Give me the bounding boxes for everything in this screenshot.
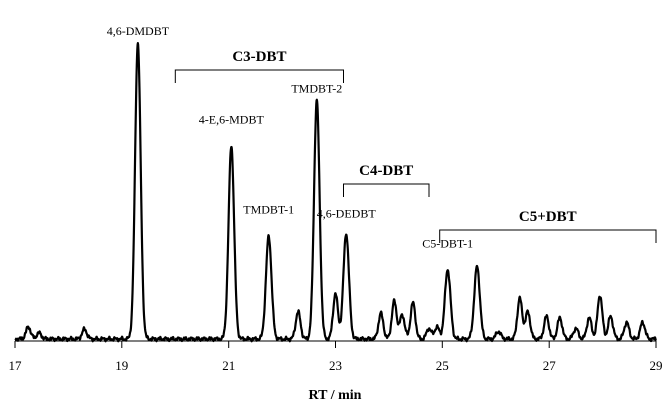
x-tick-label-17: 17 xyxy=(9,358,23,373)
peak-label-4-6-dmdbt: 4,6-DMDBT xyxy=(107,24,170,38)
x-tick-label-27: 27 xyxy=(543,358,557,373)
peak-label-c5-dbt-1: C5-DBT-1 xyxy=(422,237,473,251)
peak-labels: 4,6-DMDBT 4-E,6-MDBT TMDBT-1 TMDBT-2 4,6-DED… xyxy=(107,24,473,251)
peak-label-4-6-dedbt: 4,6-DEDBT xyxy=(317,206,377,220)
peak-label-tmdbt-2: TMDBT-2 xyxy=(291,81,342,95)
group-bracket-c4-dbt xyxy=(343,183,430,197)
group-label-c3-dbt: C3-DBT xyxy=(232,49,286,65)
peak-label-tmdbt-1: TMDBT-1 xyxy=(243,202,294,216)
group-bracket-c5-dbt xyxy=(439,229,657,243)
x-axis-title: RT / min xyxy=(309,388,362,403)
x-axis-ticks: 17 19 21 23 25 27 29 xyxy=(9,341,663,373)
x-tick-label-29: 29 xyxy=(650,358,663,373)
group-brackets: C3-DBT C4-DBT C5+DBT xyxy=(174,49,657,243)
group-label-c5-dbt: C5+DBT xyxy=(519,209,577,225)
signal-trace xyxy=(14,42,657,343)
peak-label-4-e-6-mdbt: 4-E,6-MDBT xyxy=(199,113,265,127)
x-tick-label-19: 19 xyxy=(115,358,128,373)
group-label-c4-dbt: C4-DBT xyxy=(359,163,413,179)
x-tick-label-21: 21 xyxy=(222,358,235,373)
group-bracket-c3-dbt xyxy=(174,69,344,83)
x-tick-label-23: 23 xyxy=(329,358,342,373)
x-tick-label-25: 25 xyxy=(436,358,449,373)
